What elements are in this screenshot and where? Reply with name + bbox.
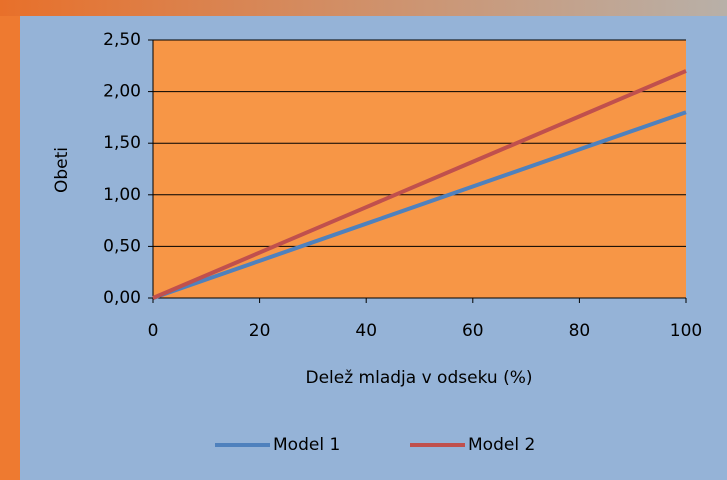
y-tick-label: 2,00	[103, 82, 141, 102]
x-tick-label: 40	[355, 321, 377, 341]
legend-label: Model 2	[468, 435, 535, 455]
y-tick-label: 2,50	[103, 30, 141, 50]
x-tick-label: 80	[569, 321, 591, 341]
plot-area	[153, 40, 686, 298]
x-tick-label: 0	[148, 321, 159, 341]
legend-label: Model 1	[273, 435, 340, 455]
y-tick-label: 1,50	[103, 133, 141, 153]
x-tick-label: 100	[670, 321, 702, 341]
x-tick-label: 20	[249, 321, 271, 341]
y-axis-title: Obeti	[52, 147, 72, 193]
series-line	[152, 69, 687, 300]
series-line	[152, 110, 687, 300]
top-strip	[0, 0, 727, 16]
x-tick-label: 60	[462, 321, 484, 341]
y-tick-label: 0,00	[103, 288, 141, 308]
x-axis-title: Delež mladja v odseku (%)	[306, 368, 533, 388]
y-tick-label: 0,50	[103, 236, 141, 256]
y-tick-label: 1,00	[103, 185, 141, 205]
